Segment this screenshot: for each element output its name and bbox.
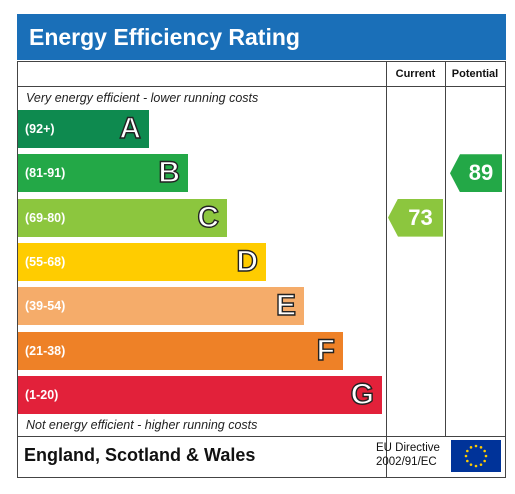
eu-star: [466, 459, 469, 463]
band-letter: G: [350, 377, 375, 411]
eu-star: [479, 463, 483, 466]
eu-star: [474, 444, 478, 448]
eu-star: [464, 454, 468, 458]
band-letter: C: [197, 200, 220, 234]
eu-star: [483, 449, 486, 453]
region-label: England, Scotland & Wales: [24, 445, 256, 465]
footer-divider: [18, 436, 505, 437]
directive-line-2: 2002/91/EC: [376, 456, 437, 468]
eu-flag-icon: [451, 440, 501, 472]
rating-table: [17, 61, 506, 478]
directive-line-1: EU Directive: [376, 442, 440, 454]
current-rating-arrow: 73: [388, 198, 443, 237]
band-d: (55-68) D: [18, 242, 266, 281]
potential-column-header: Potential: [451, 68, 499, 80]
eu-directive: EU Directive 2002/91/EC: [376, 441, 440, 469]
page-title: Energy Efficiency Rating: [17, 14, 506, 60]
band-c: (69-80) C: [18, 198, 227, 237]
eu-star: [469, 463, 473, 466]
band-range: (69-80): [25, 210, 66, 225]
top-note: Very energy efficient - lower running co…: [26, 91, 259, 105]
bottom-note: Not energy efficient - higher running co…: [26, 418, 258, 432]
band-range: (92+): [25, 122, 55, 136]
eu-star: [483, 459, 486, 463]
column-divider-current: [386, 62, 387, 477]
eu-star: [469, 446, 473, 449]
current-column-header: Current: [395, 68, 436, 80]
band-letter: F: [316, 333, 336, 367]
band-range: (81-91): [25, 166, 66, 181]
band-range: (21-38): [25, 343, 66, 358]
band-a: (92+) A: [18, 110, 149, 148]
eu-star: [479, 446, 483, 449]
band-e: (39-54) E: [18, 287, 304, 326]
band-range: (1-20): [25, 387, 59, 402]
eu-star: [484, 454, 488, 458]
eu-star: [466, 449, 469, 453]
band-letter: B: [158, 156, 181, 190]
column-divider-potential: [445, 62, 446, 436]
band-range: (55-68): [25, 254, 66, 269]
band-g: (1-20) G: [18, 375, 382, 414]
band-letter: A: [119, 111, 142, 145]
potential-rating-arrow: 89: [450, 154, 502, 193]
band-f: (21-38) F: [18, 331, 343, 370]
header-divider: [18, 86, 505, 87]
eu-flag-stars: [464, 444, 488, 468]
eu-star: [474, 464, 478, 468]
band-range: (39-54): [25, 299, 66, 314]
band-b: (81-91) B: [18, 154, 188, 193]
band-letter: E: [275, 288, 296, 323]
band-letter: D: [236, 244, 259, 278]
